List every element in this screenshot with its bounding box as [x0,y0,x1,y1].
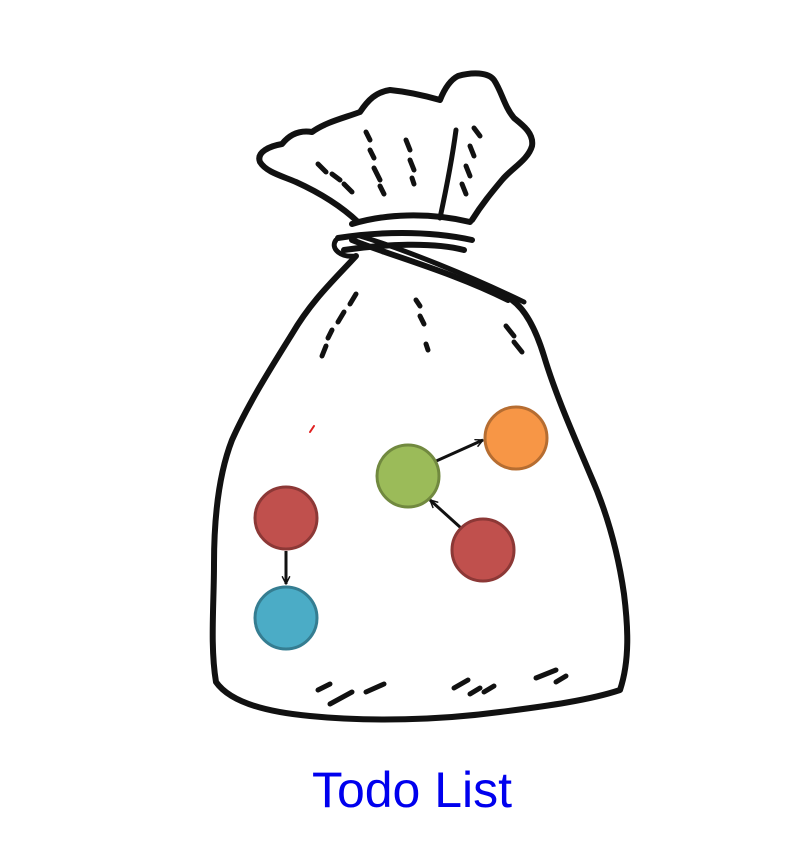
fabric-dash [413,297,423,309]
fabric-dash [467,143,477,159]
fabric-dash [407,157,417,173]
fabric-dash [533,667,559,681]
fabric-dash [467,685,483,697]
fabric-dash [409,175,417,187]
sack-body-outline [209,253,631,723]
sack-top-fold [437,127,459,221]
fabric-dash [377,183,387,197]
sack-tie-band-2 [335,230,475,243]
fabric-dash [347,291,359,307]
fabric-dash [319,343,329,359]
sack-top-ruffle [256,70,536,225]
fabric-dash [423,341,431,353]
task-node-red[interactable] [450,517,516,583]
fabric-dash [471,125,483,139]
fabric-dash [403,137,413,153]
diagram-caption: Todo List [311,762,513,818]
edge-green-center-to-orange-top-right [433,438,484,464]
red-speck [309,425,315,433]
fabric-dash [329,171,343,183]
fabric-dash [451,677,471,691]
sack-illustration [209,70,631,723]
fabric-dash [363,681,387,695]
fabric-dash [327,689,355,707]
fabric-dash [371,165,383,183]
task-nodes [253,405,549,651]
task-node-green[interactable] [375,443,441,509]
task-node-orange[interactable] [483,405,549,471]
fabric-dash [463,163,473,179]
sack-tie-strand-1 [349,237,511,303]
fabric-dash [553,673,569,685]
fabric-dash [363,129,373,143]
sack-tie-strand-2 [357,233,527,305]
fabric-dash [335,309,347,325]
sack-tie-band-3 [341,241,467,253]
sack-tie-band-1 [349,212,473,227]
fabric-dash [459,181,469,197]
fabric-dash [417,313,427,327]
fabric-dash [341,181,355,195]
fabric-dash [315,681,333,693]
fabric-dash [325,327,335,341]
task-node-blue[interactable] [253,585,319,651]
fabric-dash [481,683,497,695]
sack-fabric-dashes [315,125,569,707]
fabric-dash [503,323,517,339]
fabric-dash [315,161,329,175]
dependency-edges [281,438,484,585]
edge-red-bottom-right-to-green-center [428,498,463,530]
fabric-dash [511,339,525,355]
task-node-red[interactable] [253,485,319,551]
fabric-dash [367,147,377,161]
